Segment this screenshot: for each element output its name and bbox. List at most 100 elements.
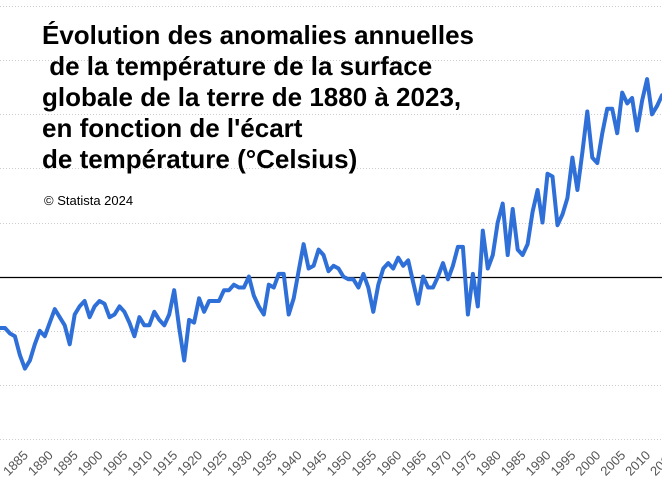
data-point (177, 326, 181, 330)
x-tick-label: 1965 (398, 448, 429, 479)
data-point (570, 156, 574, 160)
data-point (73, 313, 77, 316)
data-point (48, 321, 52, 325)
data-point (267, 283, 271, 287)
data-point (536, 188, 540, 192)
data-point (585, 110, 589, 113)
data-point (108, 315, 111, 319)
data-point (346, 277, 350, 281)
data-point (640, 99, 644, 103)
x-tick-label: 1945 (299, 448, 330, 479)
x-tick-label: 1890 (25, 448, 56, 479)
data-point (207, 299, 211, 303)
data-point (551, 175, 554, 178)
data-point (83, 299, 87, 303)
data-point (277, 272, 281, 276)
data-point (197, 296, 201, 300)
data-point (88, 315, 92, 319)
data-point (461, 245, 465, 249)
data-point (232, 283, 236, 287)
data-point (456, 245, 460, 249)
data-point (436, 275, 440, 279)
data-point (192, 321, 196, 325)
data-point (561, 212, 564, 216)
data-point (137, 315, 141, 319)
data-point (361, 272, 365, 276)
data-point (610, 107, 614, 111)
data-point (147, 323, 151, 327)
data-point (63, 323, 67, 327)
data-point (386, 261, 390, 265)
data-point (222, 288, 226, 292)
data-point (605, 107, 609, 111)
chart-title: Évolution des anomalies annuelles de la … (42, 20, 475, 174)
x-tick-label: 2005 (597, 448, 628, 479)
data-point (396, 256, 400, 260)
data-point (451, 264, 455, 268)
data-point (645, 77, 649, 81)
data-point (366, 286, 370, 289)
data-point (122, 310, 126, 314)
x-tick-label: 1915 (149, 448, 180, 479)
data-point (167, 313, 171, 316)
data-point (162, 323, 166, 327)
data-point (302, 242, 306, 246)
data-point (516, 248, 520, 252)
data-point (0, 326, 2, 330)
data-point (580, 150, 584, 154)
x-tick-label: 1990 (523, 448, 554, 479)
x-tick-label: 2000 (572, 448, 603, 479)
data-point (272, 286, 276, 289)
x-tick-label: 2010 (622, 448, 653, 479)
data-point (157, 318, 161, 322)
x-tick-label: 1950 (323, 448, 354, 479)
data-point (327, 269, 330, 273)
data-point (351, 277, 355, 281)
data-point (317, 248, 321, 252)
data-point (650, 112, 654, 116)
data-point (615, 131, 619, 135)
data-point (182, 359, 186, 362)
data-point (33, 342, 37, 346)
data-point (312, 264, 316, 268)
data-point (242, 286, 246, 289)
data-point (411, 280, 415, 284)
data-point (262, 313, 266, 316)
data-point (506, 253, 510, 257)
x-tick-label: 2015 (647, 448, 662, 479)
data-point (132, 334, 136, 338)
data-point (227, 288, 231, 292)
data-point (620, 91, 624, 95)
data-point (426, 286, 430, 289)
data-point (212, 299, 216, 303)
data-point (466, 313, 470, 316)
data-point (237, 286, 241, 289)
data-point (68, 342, 72, 346)
x-tick-label: 1970 (423, 448, 454, 479)
data-point (635, 129, 639, 132)
data-point (18, 353, 22, 357)
data-point (501, 202, 505, 206)
data-point (441, 261, 445, 265)
data-point (575, 188, 579, 192)
data-point (431, 286, 435, 289)
data-point (13, 334, 17, 338)
x-tick-label: 1900 (75, 448, 106, 479)
data-point (217, 299, 221, 303)
data-point (630, 96, 634, 100)
data-point (595, 161, 599, 165)
data-point (247, 275, 251, 279)
x-tick-label: 1930 (224, 448, 255, 479)
data-point (23, 367, 27, 371)
data-point (98, 299, 101, 303)
data-point (481, 229, 485, 233)
x-axis-ticks: 1885189018951900190519101915192019251930… (0, 448, 662, 479)
data-point (341, 275, 345, 279)
data-point (103, 302, 106, 306)
data-point (421, 275, 425, 279)
gridlines (0, 6, 662, 440)
data-point (476, 304, 480, 308)
data-point (53, 307, 57, 311)
data-point (93, 304, 97, 308)
